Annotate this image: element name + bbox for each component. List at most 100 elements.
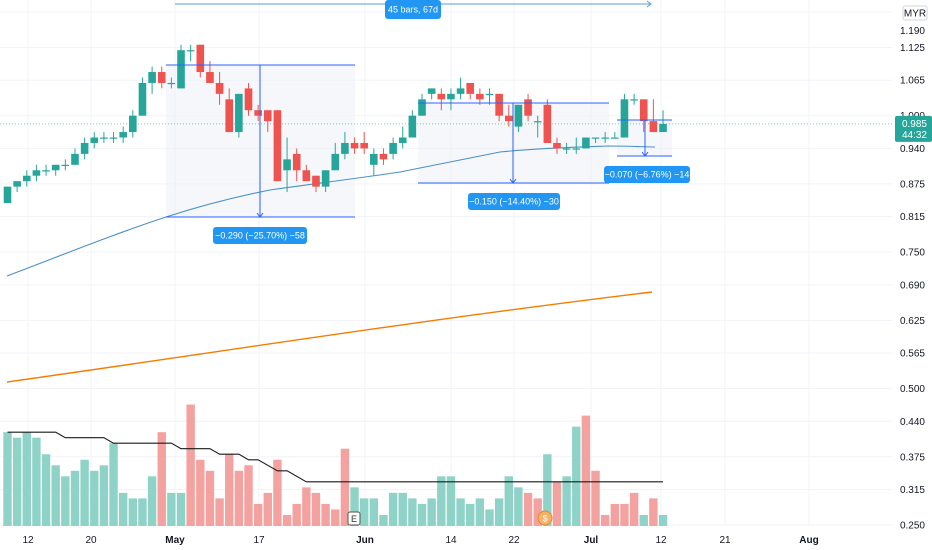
candle-body: [504, 115, 513, 122]
x-tick-label: Aug: [799, 535, 818, 546]
volume-bar: [225, 454, 234, 526]
volume-bar: [514, 487, 523, 526]
last-price-value: 0.985: [902, 119, 927, 130]
volume-bar: [475, 498, 485, 526]
volume-bar: [408, 498, 417, 526]
currency-label: MYR: [904, 9, 926, 20]
volume-bar: [205, 470, 215, 526]
candle-body: [186, 50, 195, 52]
candle-body: [389, 142, 397, 154]
candle: [331, 142, 340, 171]
y-tick-label: 0.500: [900, 384, 925, 395]
volume-bar: [581, 415, 591, 526]
y-tick-label: 0.940: [900, 144, 925, 155]
volume-bar: [234, 470, 244, 526]
candle-body: [591, 137, 600, 139]
candle-body: [32, 170, 41, 176]
candle-body: [370, 153, 378, 165]
candle-body: [312, 175, 320, 187]
candle: [71, 148, 79, 165]
earnings-marker-icon[interactable]: [347, 511, 361, 526]
candle: [379, 148, 388, 165]
candle-body: [90, 137, 99, 143]
candle-body: [157, 72, 166, 83]
dividend-marker-icon[interactable]: [537, 510, 553, 526]
candle: [302, 164, 311, 182]
volume-bar: [3, 432, 12, 526]
event-markers[interactable]: E $: [347, 510, 553, 526]
candle-body: [283, 159, 291, 171]
volume-bar: [552, 481, 562, 526]
volume-bar: [340, 448, 350, 526]
y-tick-label: 0.625: [900, 316, 925, 327]
candle-body: [254, 110, 262, 116]
candle: [90, 132, 99, 149]
measure-2-label-box: [468, 193, 560, 210]
volume-bar: [398, 492, 407, 526]
x-tick-label: 12: [22, 535, 34, 546]
volume-bar: [600, 514, 610, 526]
candle-body: [611, 137, 619, 139]
candle: [611, 132, 619, 139]
volume-moving-average-line: [7, 431, 663, 483]
volume-bar: [629, 492, 639, 526]
moving-average-200-line: [6, 291, 653, 383]
candle: [225, 88, 234, 133]
candle: [129, 110, 137, 138]
volume-bars: [3, 404, 668, 526]
bars-range-label-text: 45 bars, 67d: [388, 5, 438, 15]
candle-body: [292, 153, 301, 171]
volume-bar: [533, 498, 542, 526]
measure-1-label: −0.290 (−25.70%) −58: [213, 227, 307, 244]
candle-body: [167, 82, 176, 85]
candle: [418, 93, 426, 116]
candle-body: [562, 148, 571, 150]
currency-badge[interactable]: [902, 5, 928, 21]
candle-body: [206, 72, 214, 83]
price-axis[interactable]: MYR1.1251.0651.0000.9400.8750.8150.7500.…: [892, 0, 932, 550]
time-axis[interactable]: 12 20 May 17 Jun 14 22 Jul 12 21 Aug: [0, 527, 892, 550]
candle: [630, 93, 638, 105]
y-tick-label: 0.690: [900, 280, 925, 291]
volume-bar: [562, 476, 571, 526]
candle: [263, 110, 272, 133]
volume-bar: [543, 454, 552, 526]
x-tick-label: 21: [719, 535, 731, 546]
candle: [109, 132, 118, 143]
volume-bar: [302, 487, 311, 526]
candle-body: [630, 99, 638, 101]
volume-bar: [273, 459, 282, 526]
volume-bar: [32, 437, 41, 526]
volume-bar: [331, 509, 340, 526]
y-tick-label: 1.190: [900, 26, 925, 37]
candle: [350, 137, 359, 154]
candle-body: [524, 99, 532, 116]
volume-bar: [61, 476, 70, 526]
candle-body: [244, 88, 253, 111]
candle: [32, 164, 41, 182]
candle-body: [437, 93, 446, 100]
candle: [13, 181, 21, 193]
candle-body: [427, 88, 436, 94]
candle: [186, 44, 195, 62]
candle: [138, 77, 147, 116]
candle-body: [601, 137, 609, 139]
candle: [408, 110, 417, 138]
volume-bar: [658, 514, 668, 526]
candle-body: [235, 93, 243, 133]
candle: [273, 110, 282, 182]
candle: [620, 93, 629, 138]
x-tick-label: May: [165, 535, 185, 546]
volume-bar: [649, 498, 658, 526]
candle-body: [649, 121, 658, 133]
candle: [148, 66, 156, 94]
candle-body: [341, 142, 349, 154]
volume-bar: [446, 476, 456, 526]
x-tick-label: Jul: [584, 535, 599, 546]
candle-body: [177, 50, 185, 89]
candle-body: [129, 115, 137, 133]
candle: [42, 164, 50, 176]
y-tick-label: 1.125: [900, 43, 925, 54]
